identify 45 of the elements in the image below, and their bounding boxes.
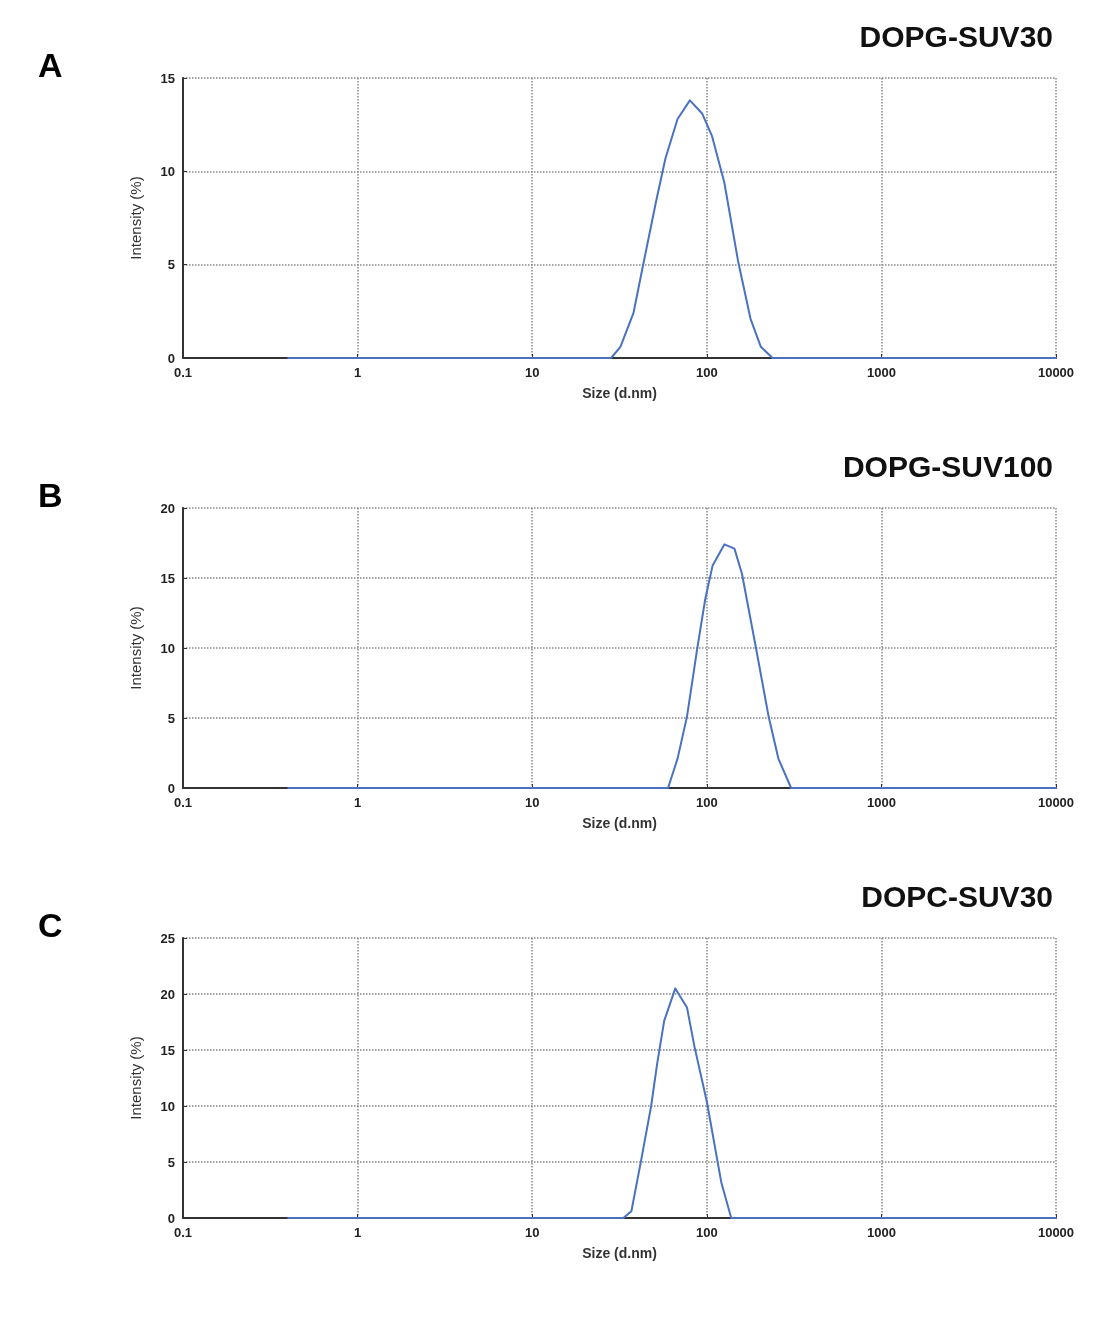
y-tick-label: 10 [160,640,175,656]
x-tick-label: 10000 [1037,795,1075,810]
y-tick-label: 15 [160,1042,175,1058]
x-tick-label: 0.1 [173,1225,193,1240]
text: C [38,906,63,944]
x-tick-label: 10 [524,795,540,810]
y-tick-label: 10 [160,1098,175,1114]
x-tick-label: 0.1 [173,365,193,380]
x-tick-label: 10000 [1037,1225,1075,1240]
y-tick-label: 20 [160,986,175,1002]
y-tick-label: 0 [167,1210,175,1226]
x-tick-label: 0.1 [173,795,193,810]
x-tick-label: 1000 [866,795,896,810]
y-tick-label: 15 [160,570,175,586]
y-tick-label: 20 [160,500,175,516]
y-tick-label: 10 [160,163,175,179]
y-axis-title: Intensity (%) [127,1036,144,1120]
x-tick-label: 100 [695,795,718,810]
x-tick-label: 100 [695,365,718,380]
y-tick-label: 5 [167,710,175,726]
chart-title: DOPG-SUV30 [859,19,1053,53]
y-tick-label: 25 [160,930,175,946]
y-tick-label: 5 [167,1154,175,1170]
x-tick-label: 1 [353,795,362,810]
y-tick-label: 0 [167,780,175,796]
y-tick-label: 15 [160,70,175,86]
text: B [38,476,63,514]
x-axis-title: Size (d.nm) [582,815,657,831]
y-axis-title: Intensity (%) [127,606,144,690]
text: A [38,46,63,84]
x-tick-label: 100 [695,1225,718,1240]
x-tick-label: 1000 [866,365,896,380]
chart-title: DOPG-SUV100 [842,449,1053,483]
x-axis-title: Size (d.nm) [582,385,657,401]
y-tick-label: 5 [167,257,175,273]
y-axis-title: Intensity (%) [127,176,144,260]
chart-title: DOPC-SUV30 [861,879,1053,913]
x-axis-title: Size (d.nm) [582,1245,657,1261]
x-tick-label: 1 [353,1225,362,1240]
x-tick-label: 1000 [866,1225,896,1240]
x-tick-label: 1 [353,365,362,380]
y-tick-label: 0 [167,350,175,366]
x-tick-label: 10000 [1037,365,1075,380]
x-tick-label: 10 [524,1225,540,1240]
x-tick-label: 10 [524,365,540,380]
